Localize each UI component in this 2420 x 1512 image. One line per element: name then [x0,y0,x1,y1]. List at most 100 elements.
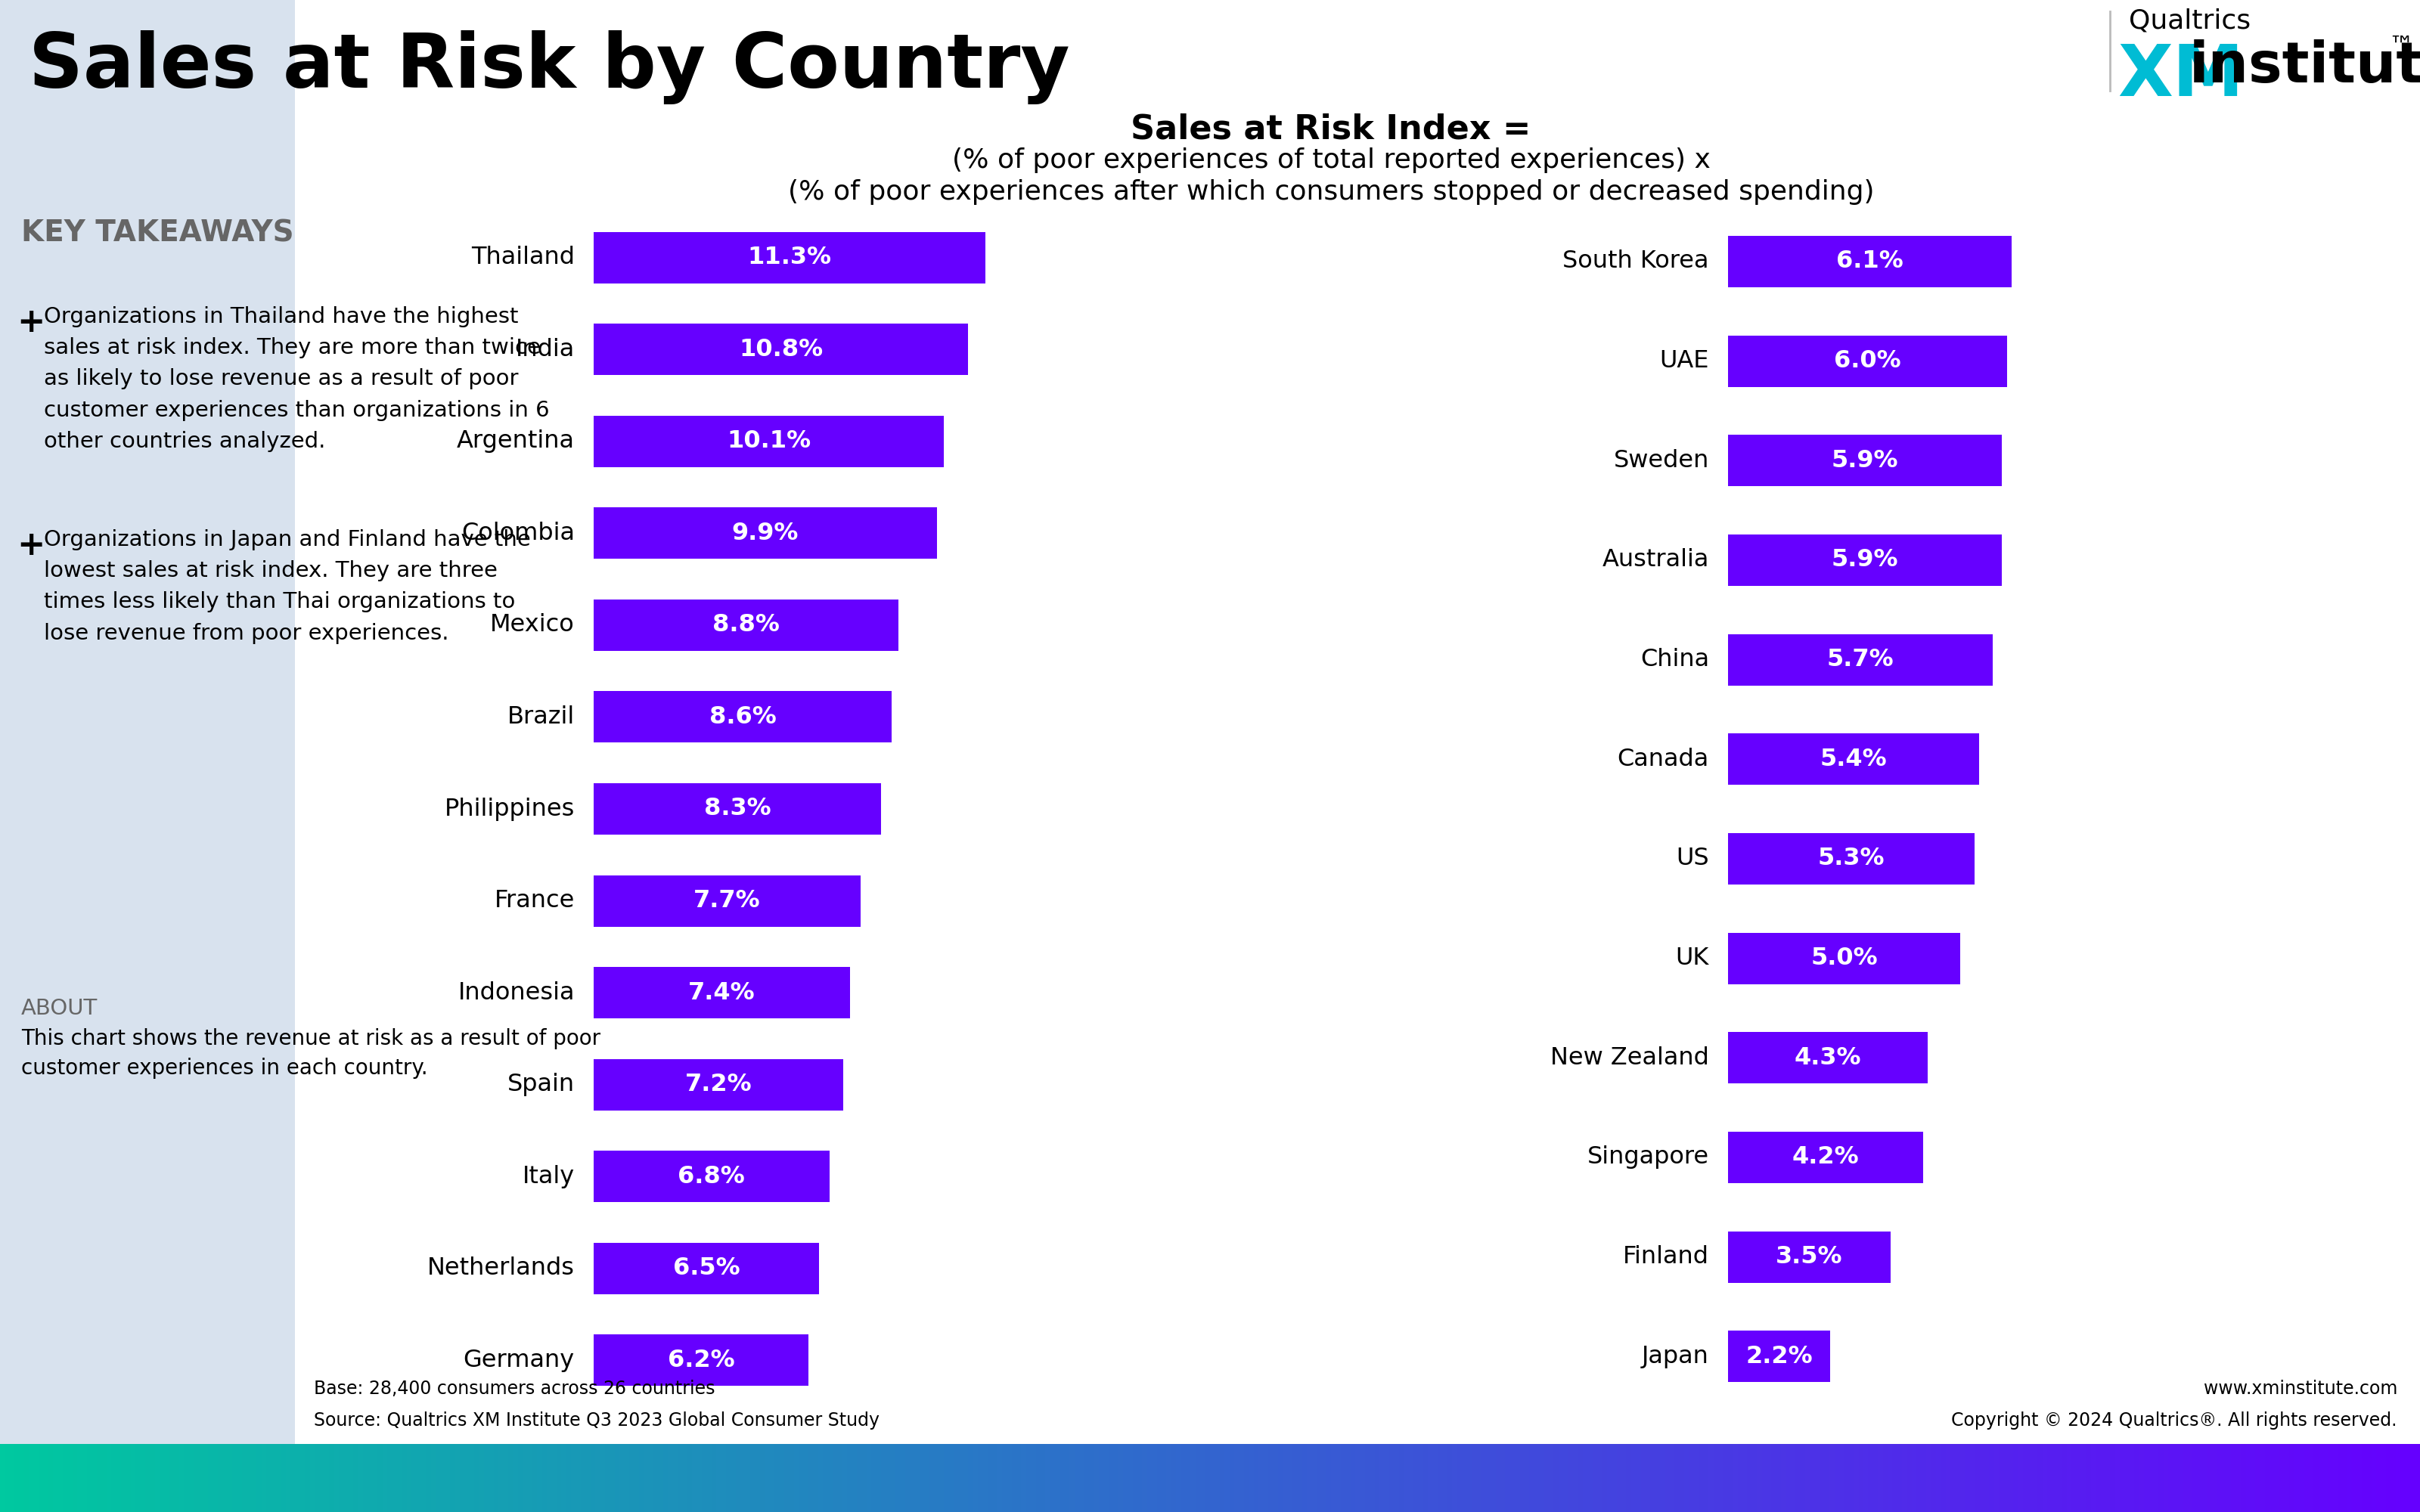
Bar [1162,1444,1166,1512]
Bar [593,231,985,283]
Text: 3.5%: 3.5% [1776,1246,1842,1269]
Bar [2096,1444,2101,1512]
Text: Singapore: Singapore [1588,1146,1709,1169]
Bar [1147,1444,1152,1512]
Bar [2246,1444,2251,1512]
Bar [590,1444,595,1512]
Bar [1365,1444,1370,1512]
Bar [658,1444,663,1512]
Bar [1307,1444,1312,1512]
Bar [460,1444,465,1512]
Bar [402,1444,407,1512]
Bar [174,1444,179,1512]
Bar [2115,1444,2120,1512]
Bar [53,1444,58,1512]
Text: Sales at Risk Index =: Sales at Risk Index = [1130,113,1532,147]
Bar [1094,1444,1099,1512]
Bar [1050,1444,1055,1512]
Text: institute: institute [2190,39,2420,94]
Bar [1709,1444,1713,1512]
Bar [1597,1444,1602,1512]
Bar [900,1444,905,1512]
Bar [68,1444,73,1512]
Text: Source: Qualtrics XM Institute Q3 2023 Global Consumer Study: Source: Qualtrics XM Institute Q3 2023 G… [315,1412,878,1430]
Bar [1728,435,2001,487]
Bar [2284,1444,2289,1512]
Bar [673,1444,678,1512]
Bar [1868,1444,1873,1512]
Bar [2386,1444,2391,1512]
Bar [1549,1444,1554,1512]
Bar [852,1444,857,1512]
Bar [1254,1444,1258,1512]
Bar [179,1444,184,1512]
Text: ™: ™ [2389,33,2413,59]
Bar [1278,1444,1283,1512]
Bar [687,1444,692,1512]
Bar [2067,1444,2072,1512]
Text: UK: UK [1675,947,1709,971]
Bar [411,1444,416,1512]
Bar [910,1444,915,1512]
Bar [595,1444,600,1512]
Text: Netherlands: Netherlands [428,1256,576,1281]
Text: Indonesia: Indonesia [457,981,576,1004]
Text: South Korea: South Korea [1563,249,1709,274]
Bar [1137,1444,1142,1512]
Bar [1447,1444,1452,1512]
Bar [987,1444,992,1512]
Text: XM: XM [2118,41,2243,112]
Bar [1312,1444,1316,1512]
Bar [92,1444,97,1512]
Bar [678,1444,682,1512]
Text: New Zealand: New Zealand [1551,1046,1709,1069]
Bar [593,691,891,742]
Bar [1239,1444,1244,1512]
Bar [1258,1444,1263,1512]
Bar [334,1444,339,1512]
Bar [1491,1444,1496,1512]
Bar [373,1444,378,1512]
Bar [1181,1444,1186,1512]
Text: 9.9%: 9.9% [731,522,799,544]
Bar [203,1444,208,1512]
Bar [208,1444,213,1512]
Bar [2047,1444,2052,1512]
Bar [2125,1444,2130,1512]
Bar [593,1058,842,1110]
Bar [1641,1444,1646,1512]
Bar [1592,1444,1597,1512]
Bar [731,1444,736,1512]
Bar [1437,1444,1442,1512]
Bar [39,1444,44,1512]
Bar [15,1444,19,1512]
Bar [789,1444,794,1512]
Bar [58,1444,63,1512]
Bar [518,1444,523,1512]
Text: 5.4%: 5.4% [1820,747,1888,771]
Bar [382,1444,387,1512]
Bar [436,1444,440,1512]
Text: Organizations in Japan and Finland have the
lowest sales at risk index. They are: Organizations in Japan and Finland have … [44,529,530,644]
Bar [2343,1444,2347,1512]
Bar [2231,1444,2236,1512]
Bar [1041,1444,1045,1512]
Text: 10.8%: 10.8% [738,337,823,361]
Bar [1079,1444,1084,1512]
Bar [494,1444,499,1512]
Bar [1921,1444,1926,1512]
Bar [1573,1444,1578,1512]
Bar [1481,1444,1486,1512]
Text: France: France [494,889,576,913]
Bar [1176,1444,1181,1512]
Bar [593,1151,830,1202]
Bar [344,1444,348,1512]
Bar [63,1444,68,1512]
Bar [1350,1444,1355,1512]
Bar [1534,1444,1539,1512]
Text: Philippines: Philippines [445,797,576,821]
Bar [82,1444,87,1512]
Bar [2289,1444,2294,1512]
Text: 8.3%: 8.3% [704,797,772,821]
Text: 5.0%: 5.0% [1810,947,1878,971]
